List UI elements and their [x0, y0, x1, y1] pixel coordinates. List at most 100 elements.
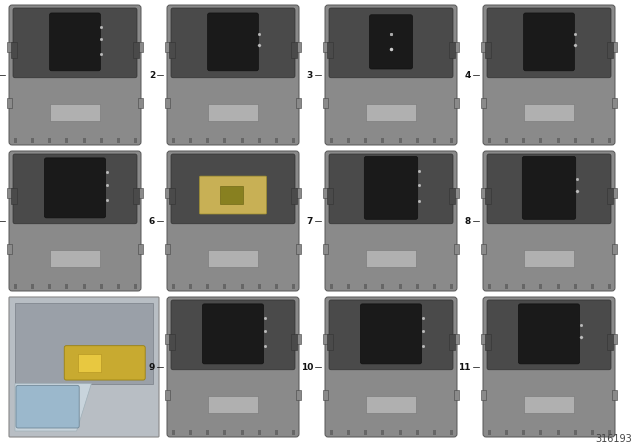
Bar [347, 138, 350, 143]
Bar [206, 138, 209, 143]
FancyBboxPatch shape [13, 8, 137, 78]
FancyBboxPatch shape [329, 8, 453, 78]
Polygon shape [15, 303, 153, 383]
Bar [607, 188, 613, 204]
FancyBboxPatch shape [487, 300, 611, 370]
Bar [591, 430, 594, 435]
Bar [449, 334, 455, 350]
Bar [481, 43, 486, 52]
FancyBboxPatch shape [360, 304, 422, 364]
Bar [165, 390, 170, 400]
Bar [296, 390, 301, 400]
Bar [296, 98, 301, 108]
Bar [117, 138, 120, 143]
Bar [275, 138, 278, 143]
Bar [65, 284, 68, 289]
Text: 4: 4 [465, 70, 471, 79]
Bar [381, 138, 385, 143]
FancyBboxPatch shape [167, 5, 299, 145]
Bar [481, 98, 486, 108]
FancyBboxPatch shape [487, 154, 611, 224]
Bar [165, 43, 170, 52]
Bar [208, 104, 258, 121]
Bar [433, 284, 436, 289]
Bar [416, 430, 419, 435]
FancyBboxPatch shape [171, 8, 295, 78]
Bar [327, 188, 333, 204]
Bar [223, 138, 227, 143]
Bar [481, 390, 486, 400]
Bar [189, 430, 192, 435]
Bar [296, 334, 301, 345]
Bar [399, 430, 401, 435]
Bar [291, 188, 297, 204]
Bar [540, 138, 543, 143]
Bar [296, 43, 301, 52]
Bar [540, 430, 543, 435]
Bar [258, 138, 260, 143]
Bar [296, 189, 301, 198]
Bar [454, 98, 459, 108]
FancyBboxPatch shape [9, 151, 141, 291]
Bar [220, 186, 243, 204]
Bar [330, 138, 333, 143]
Bar [169, 42, 175, 58]
Bar [31, 138, 34, 143]
FancyBboxPatch shape [167, 297, 299, 437]
FancyBboxPatch shape [167, 151, 299, 291]
Bar [450, 138, 453, 143]
Bar [117, 284, 120, 289]
Bar [347, 284, 350, 289]
Bar [134, 284, 137, 289]
Bar [241, 284, 244, 289]
Bar [206, 430, 209, 435]
FancyBboxPatch shape [13, 154, 137, 224]
Bar [323, 390, 328, 400]
FancyBboxPatch shape [171, 154, 295, 224]
Bar [291, 42, 297, 58]
Polygon shape [15, 383, 92, 431]
Bar [323, 334, 328, 345]
Bar [522, 430, 525, 435]
Bar [364, 430, 367, 435]
Bar [7, 98, 12, 108]
Text: 316193: 316193 [595, 434, 632, 444]
Bar [612, 98, 617, 108]
Bar [208, 250, 258, 267]
Bar [381, 430, 385, 435]
Bar [540, 284, 543, 289]
Bar [323, 98, 328, 108]
Bar [172, 430, 175, 435]
Bar [323, 189, 328, 198]
Bar [481, 244, 486, 254]
Bar [83, 284, 86, 289]
Bar [7, 43, 12, 52]
Text: 6: 6 [148, 216, 155, 225]
Bar [51, 104, 100, 121]
Bar [366, 250, 416, 267]
Bar [83, 138, 86, 143]
FancyBboxPatch shape [329, 154, 453, 224]
Bar [241, 430, 244, 435]
Bar [7, 189, 12, 198]
FancyBboxPatch shape [200, 176, 266, 214]
Bar [366, 104, 416, 121]
Bar [291, 334, 297, 350]
Bar [323, 43, 328, 52]
Bar [481, 189, 486, 198]
Bar [323, 244, 328, 254]
FancyBboxPatch shape [483, 297, 615, 437]
Bar [327, 334, 333, 350]
Bar [138, 98, 143, 108]
Bar [488, 284, 491, 289]
Bar [165, 244, 170, 254]
Bar [258, 430, 260, 435]
Text: 3: 3 [307, 70, 313, 79]
FancyBboxPatch shape [16, 385, 79, 428]
Bar [11, 42, 17, 58]
Bar [612, 334, 617, 345]
Text: 10: 10 [301, 362, 313, 371]
Bar [505, 138, 508, 143]
Bar [275, 284, 278, 289]
FancyBboxPatch shape [64, 346, 145, 380]
